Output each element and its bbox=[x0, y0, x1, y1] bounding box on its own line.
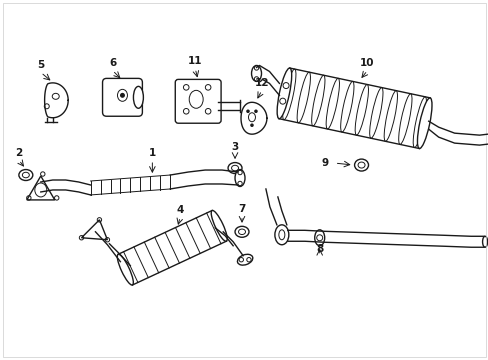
Ellipse shape bbox=[237, 254, 252, 265]
Text: 2: 2 bbox=[15, 148, 22, 158]
Text: 12: 12 bbox=[254, 78, 268, 88]
Text: 3: 3 bbox=[231, 142, 238, 152]
Ellipse shape bbox=[314, 230, 324, 246]
Text: 8: 8 bbox=[315, 244, 323, 254]
Text: 11: 11 bbox=[187, 57, 202, 67]
Ellipse shape bbox=[235, 170, 244, 186]
Ellipse shape bbox=[211, 210, 227, 241]
Circle shape bbox=[245, 109, 249, 113]
Ellipse shape bbox=[482, 236, 487, 247]
Text: 10: 10 bbox=[360, 58, 374, 68]
Ellipse shape bbox=[117, 254, 133, 285]
Ellipse shape bbox=[133, 86, 143, 108]
Ellipse shape bbox=[274, 225, 288, 245]
Ellipse shape bbox=[417, 98, 431, 149]
Text: 4: 4 bbox=[176, 205, 183, 215]
Circle shape bbox=[254, 109, 257, 113]
Text: 5: 5 bbox=[37, 60, 44, 71]
Text: 9: 9 bbox=[321, 158, 327, 168]
Text: 7: 7 bbox=[238, 204, 245, 214]
Circle shape bbox=[250, 123, 253, 127]
Text: 6: 6 bbox=[109, 58, 116, 68]
Circle shape bbox=[120, 93, 125, 98]
Ellipse shape bbox=[277, 68, 291, 119]
Text: 1: 1 bbox=[148, 148, 156, 158]
Ellipse shape bbox=[251, 66, 261, 81]
